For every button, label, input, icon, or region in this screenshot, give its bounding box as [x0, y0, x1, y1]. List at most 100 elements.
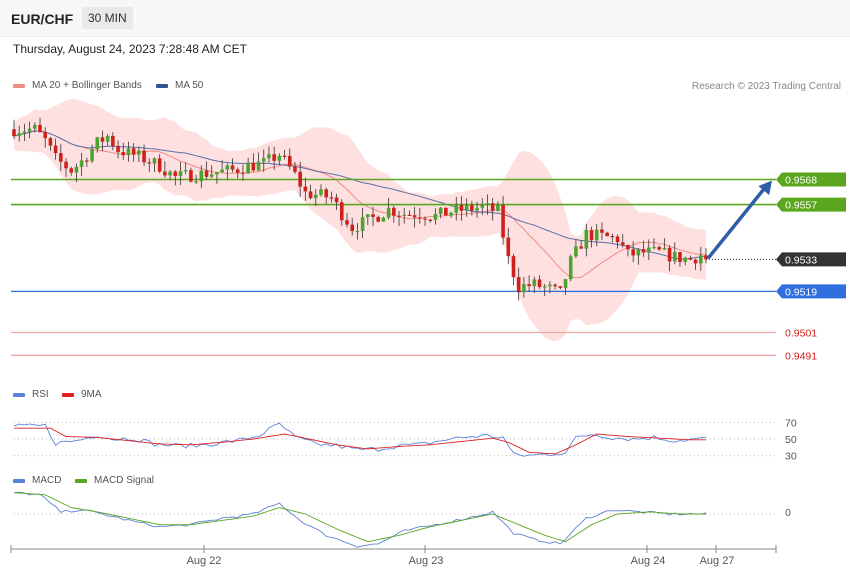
timeframe-button[interactable]: 30 MIN — [82, 7, 133, 29]
bollinger-band-area — [14, 99, 706, 342]
timestamp: Thursday, August 24, 2023 7:28:48 AM CET — [13, 42, 247, 56]
candle — [646, 239, 651, 261]
candle-body — [137, 150, 141, 155]
candle-body — [178, 171, 183, 176]
candle-body — [449, 212, 453, 216]
rsi-tick-70: 70 — [785, 417, 797, 429]
candle-body — [152, 158, 157, 164]
candle-body — [683, 257, 687, 263]
candle-body — [339, 202, 344, 221]
candle-body — [496, 204, 500, 211]
candle-body — [381, 217, 386, 222]
candle — [360, 207, 365, 238]
candle — [366, 214, 370, 226]
candle-body — [230, 165, 235, 170]
candle — [563, 278, 568, 296]
candle-body — [527, 284, 531, 287]
candle — [59, 143, 63, 172]
candle — [157, 154, 162, 174]
candle-body — [438, 207, 443, 215]
level-0.9533-tag — [776, 252, 846, 267]
candle-body — [693, 259, 698, 264]
candle-body — [646, 247, 651, 253]
candle — [511, 253, 516, 286]
macd-line — [13, 491, 707, 548]
candle — [230, 158, 235, 173]
candle-body — [626, 245, 630, 250]
candle — [475, 201, 479, 218]
candle — [418, 207, 422, 224]
candle — [131, 143, 136, 162]
candle-body — [95, 137, 100, 149]
candle-body — [454, 204, 459, 213]
legend-ma20: MA 20 + Bollinger Bands — [13, 80, 142, 91]
candle-body — [105, 135, 110, 142]
candle — [350, 217, 354, 236]
candle — [178, 162, 183, 186]
candle — [615, 234, 620, 249]
candle-body — [246, 162, 250, 174]
candle-body — [610, 235, 615, 238]
candle — [600, 222, 604, 241]
candle-body — [548, 284, 552, 287]
candle — [163, 161, 167, 178]
candle-body — [64, 161, 68, 169]
candle — [485, 194, 490, 215]
candle-body — [511, 256, 516, 278]
candle — [225, 163, 230, 180]
level-0.9501-value: 0.9501 — [785, 327, 817, 339]
candle — [43, 127, 48, 148]
candle — [256, 152, 261, 171]
candle — [698, 246, 703, 271]
candle-body — [672, 252, 677, 262]
candle — [506, 227, 511, 265]
candle — [444, 207, 448, 216]
candle-body — [53, 145, 58, 154]
candle-body — [17, 133, 22, 137]
candle — [282, 150, 287, 160]
candle-body — [532, 279, 537, 287]
candle-body — [43, 132, 48, 139]
candle-body — [480, 204, 485, 208]
candle — [558, 286, 563, 290]
candle-body — [251, 162, 256, 171]
candle — [116, 140, 120, 159]
candle-body — [189, 170, 193, 182]
candle — [501, 195, 505, 245]
candle — [90, 144, 94, 164]
x-tick-label: Aug 22 — [187, 555, 222, 567]
candle-body — [605, 232, 609, 236]
candle-body — [209, 174, 214, 177]
level-0.9519-label: 0.9519 — [776, 284, 846, 299]
candle-body — [428, 219, 433, 221]
legend-macd-signal-swatch — [75, 478, 87, 483]
candle-body — [376, 216, 381, 222]
level-0.9568-label: 0.9568 — [776, 172, 846, 187]
credit-text: Research © 2023 Trading Central — [691, 81, 841, 92]
candle — [470, 200, 474, 216]
candle — [204, 161, 209, 180]
candle-body — [589, 230, 594, 241]
candle — [183, 162, 188, 175]
rsi-ma-line — [14, 427, 706, 455]
candle — [636, 248, 641, 265]
candle — [241, 164, 245, 181]
candle-body — [12, 129, 16, 137]
level-0.9533-value: 0.9533 — [785, 254, 817, 266]
candle — [319, 184, 323, 197]
candle-body — [563, 279, 568, 288]
candle-body — [22, 131, 27, 134]
candle — [438, 206, 443, 219]
candle-body — [594, 229, 599, 241]
candle-body — [516, 277, 521, 293]
candle-body — [79, 160, 84, 167]
candle-body — [704, 255, 708, 260]
candle-body — [579, 246, 583, 249]
legend-ma20-swatch — [13, 83, 25, 88]
candle — [209, 165, 214, 179]
symbol-title: EUR/CHF — [11, 11, 74, 27]
candle-body — [225, 165, 230, 170]
macd-signal-line — [13, 492, 706, 543]
candle-body — [329, 197, 334, 199]
candle — [38, 117, 42, 133]
